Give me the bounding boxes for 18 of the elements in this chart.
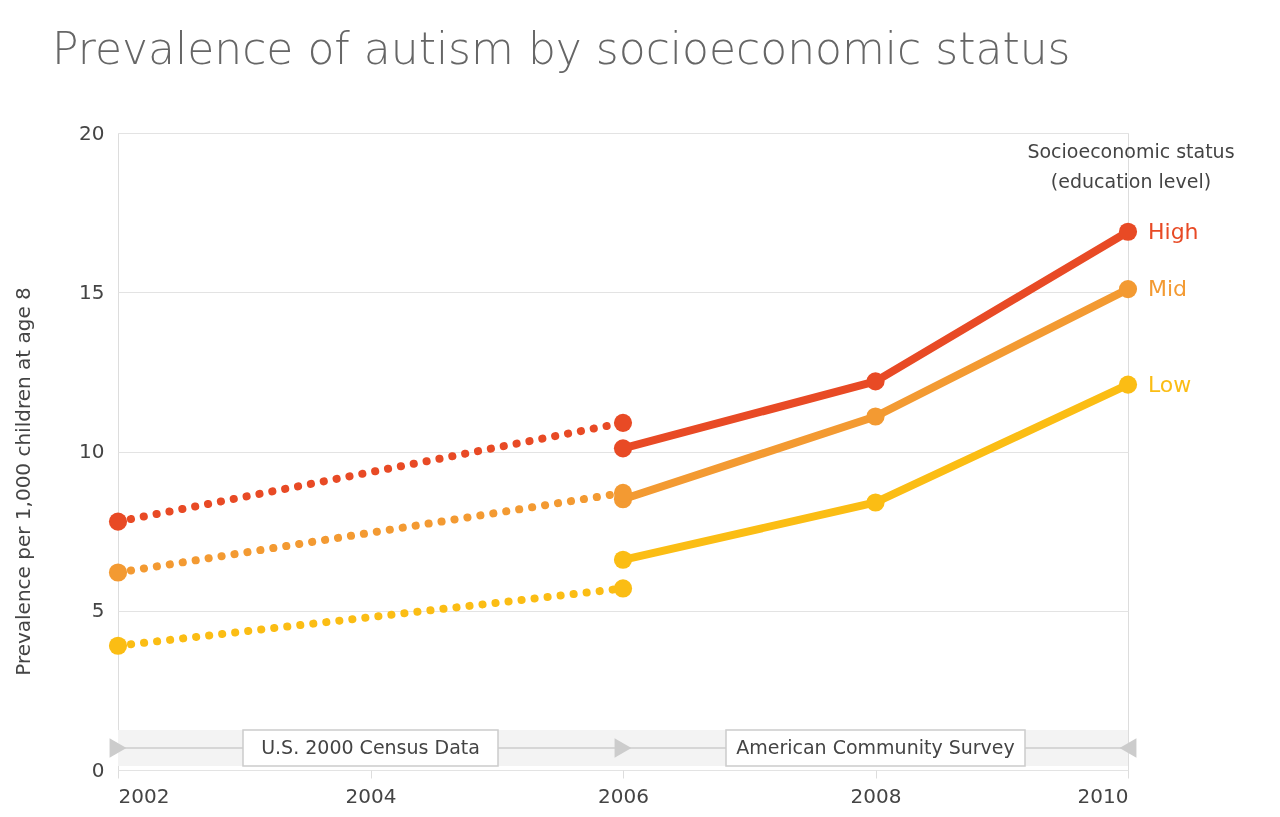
y-tick-label: 20 (79, 120, 105, 145)
series-label: Mid (1148, 276, 1188, 302)
y-tick-label: 5 (91, 598, 105, 623)
x-tick-label: 2010 (1077, 783, 1129, 808)
band-label: U.S. 2000 Census Data (261, 736, 480, 758)
y-tick-label: 10 (79, 439, 105, 463)
legend-title: Socioeconomic status (education level) (1027, 140, 1235, 192)
band-label: American Community Survey (736, 736, 1015, 758)
x-tick-label: 2002 (118, 783, 170, 808)
y-tick-label: 0 (91, 757, 105, 782)
chart-title: Prevalence of autism by socioeconomic status (52, 23, 1071, 74)
x-tick-label: 2008 (850, 783, 902, 808)
x-tick-label: 2006 (598, 783, 649, 808)
y-tick-label: 15 (79, 279, 105, 304)
series-label: High (1148, 218, 1199, 244)
y-axis-title: Prevalence per 1,000 children at age 8 (11, 287, 35, 676)
series-label: Low (1148, 371, 1192, 397)
x-tick-label: 2004 (345, 783, 397, 808)
